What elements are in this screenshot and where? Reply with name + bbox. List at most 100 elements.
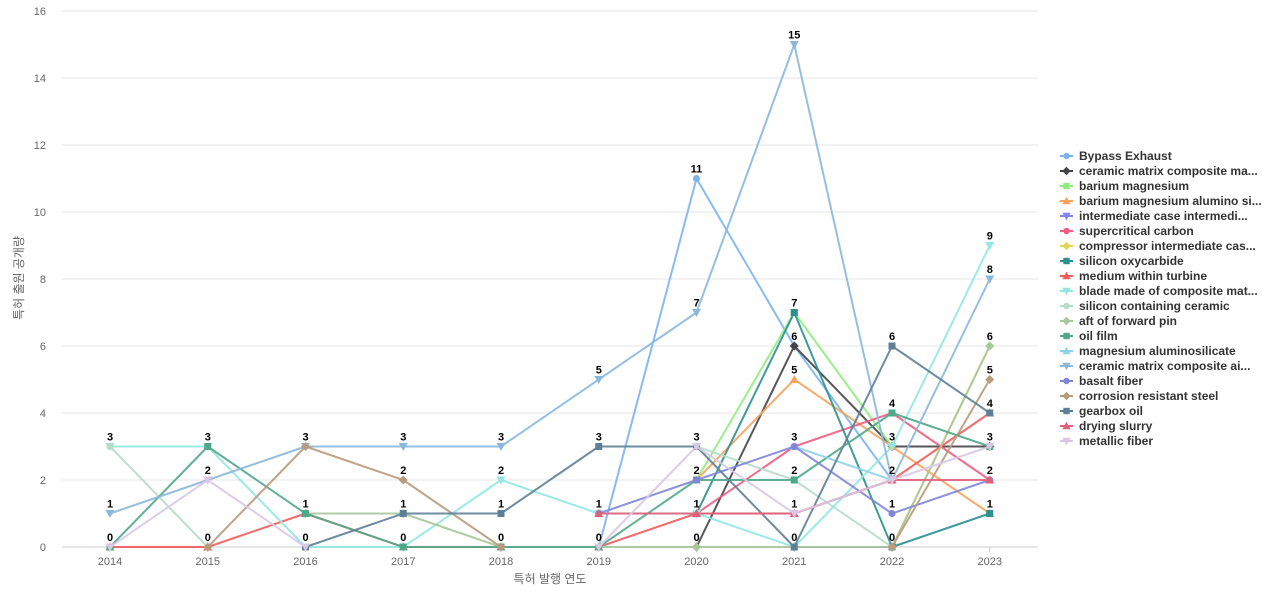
data-point[interactable] <box>496 542 506 552</box>
series-line[interactable] <box>695 311 991 548</box>
legend-item[interactable]: silicon containing ceramic <box>1060 299 1230 313</box>
data-point[interactable] <box>789 375 799 383</box>
data-point[interactable] <box>985 341 995 351</box>
data-point[interactable] <box>594 509 604 517</box>
legend-label: barium magnesium alumino si... <box>1079 194 1262 208</box>
data-point[interactable] <box>888 510 896 517</box>
data-point[interactable] <box>203 476 213 485</box>
x-axis-title: 특허 발행 연도 <box>514 571 587 586</box>
data-point[interactable] <box>790 476 798 484</box>
legend-item[interactable]: metallic fiber <box>1060 434 1153 448</box>
data-point[interactable] <box>594 376 604 384</box>
series-line[interactable] <box>305 345 991 548</box>
data-point[interactable] <box>790 543 798 551</box>
data-point[interactable] <box>105 543 115 552</box>
data-point[interactable] <box>595 443 603 450</box>
series-line[interactable] <box>793 445 893 481</box>
data-point[interactable] <box>985 375 995 384</box>
legend-item[interactable]: magnesium aluminosilicate <box>1060 344 1236 358</box>
series-line[interactable] <box>305 345 991 548</box>
legend-marker-icon[interactable] <box>1062 437 1071 446</box>
legend-item[interactable]: silicon oxycarbide <box>1060 254 1184 268</box>
data-point[interactable] <box>204 443 212 450</box>
legend-marker-icon[interactable] <box>1063 227 1070 235</box>
legend-item[interactable]: ceramic matrix composite ma... <box>1060 164 1258 178</box>
data-point[interactable] <box>986 510 994 517</box>
legend-marker-icon[interactable] <box>1062 271 1071 280</box>
data-point[interactable] <box>789 41 799 49</box>
legend-marker-icon[interactable] <box>1063 332 1070 340</box>
legend-item[interactable]: barium magnesium <box>1060 179 1189 193</box>
legend-item[interactable]: intermediate case intermedi... <box>1060 209 1248 223</box>
legend-marker-icon[interactable] <box>1062 212 1071 221</box>
legend-label: metallic fiber <box>1079 434 1153 448</box>
legend-item[interactable]: supercritical carbon <box>1060 224 1194 238</box>
legend-marker-icon[interactable] <box>1063 302 1070 310</box>
legend-marker-icon[interactable] <box>1062 196 1071 205</box>
legend-item[interactable]: drying slurry <box>1060 419 1153 433</box>
data-point[interactable] <box>888 342 896 350</box>
legend-marker-icon[interactable] <box>1062 287 1071 296</box>
legend-marker-icon[interactable] <box>1062 166 1071 176</box>
data-point[interactable] <box>887 542 897 552</box>
data-point[interactable] <box>985 443 995 451</box>
data-point[interactable] <box>887 476 897 485</box>
legend-marker-icon[interactable] <box>1062 241 1071 251</box>
legend-item[interactable]: corrosion resistant steel <box>1060 389 1218 403</box>
data-point[interactable] <box>692 443 701 451</box>
data-point[interactable] <box>203 542 213 552</box>
legend-item[interactable]: Bypass Exhaust <box>1060 149 1172 163</box>
legend-item[interactable]: aft of forward pin <box>1060 314 1177 328</box>
data-point[interactable] <box>986 409 994 417</box>
data-point[interactable] <box>496 476 506 485</box>
data-point[interactable] <box>887 443 897 451</box>
data-point[interactable] <box>398 443 408 451</box>
legend-marker-icon[interactable] <box>1062 391 1071 401</box>
series-line[interactable] <box>110 245 991 548</box>
legend-item[interactable]: oil film <box>1060 329 1118 343</box>
legend-item[interactable]: ceramic matrix composite ai... <box>1060 359 1250 373</box>
legend-item[interactable]: blade made of composite mat... <box>1060 284 1258 298</box>
data-point[interactable] <box>399 543 407 551</box>
legend-item[interactable]: barium magnesium alumino si... <box>1060 194 1262 208</box>
data-point[interactable] <box>398 475 408 485</box>
legend-marker-icon[interactable] <box>1063 377 1070 385</box>
data-point[interactable] <box>302 510 309 517</box>
legend-marker-icon[interactable] <box>1062 346 1071 355</box>
data-point[interactable] <box>790 443 798 450</box>
data-point[interactable] <box>301 442 310 451</box>
data-point[interactable] <box>692 309 701 317</box>
legend-marker-icon[interactable] <box>1063 257 1070 265</box>
legend-item[interactable]: compressor intermediate cas... <box>1060 239 1256 253</box>
data-point[interactable] <box>399 510 407 517</box>
data-point[interactable] <box>790 309 798 316</box>
data-point[interactable] <box>693 175 700 182</box>
legend-item[interactable]: basalt fiber <box>1060 374 1143 388</box>
legend-marker-icon[interactable] <box>1063 182 1070 190</box>
data-point[interactable] <box>497 510 505 517</box>
data-point[interactable] <box>105 510 115 518</box>
legend-marker-icon[interactable] <box>1063 152 1070 160</box>
legend-marker-icon[interactable] <box>1062 316 1071 326</box>
data-point[interactable] <box>789 510 799 518</box>
data-point[interactable] <box>789 341 799 351</box>
legend-item[interactable]: gearbox oil <box>1060 404 1143 418</box>
data-point[interactable] <box>301 543 310 552</box>
legend-item[interactable]: medium within turbine <box>1060 269 1207 283</box>
data-point[interactable] <box>496 443 506 451</box>
data-label: 15 <box>788 30 800 42</box>
data-point[interactable] <box>985 242 995 250</box>
data-point[interactable] <box>693 476 700 484</box>
legend-marker-icon[interactable] <box>1063 407 1070 415</box>
data-point[interactable] <box>692 509 701 517</box>
legend-marker-icon[interactable] <box>1062 421 1071 430</box>
legend-marker-icon[interactable] <box>1062 362 1071 371</box>
series-lines <box>105 41 995 552</box>
data-point[interactable] <box>985 275 995 284</box>
data-point[interactable] <box>888 409 896 417</box>
data-point[interactable] <box>985 475 995 484</box>
data-point[interactable] <box>106 443 114 450</box>
series-line[interactable] <box>109 43 991 515</box>
data-point[interactable] <box>692 542 701 552</box>
data-point[interactable] <box>594 543 604 552</box>
